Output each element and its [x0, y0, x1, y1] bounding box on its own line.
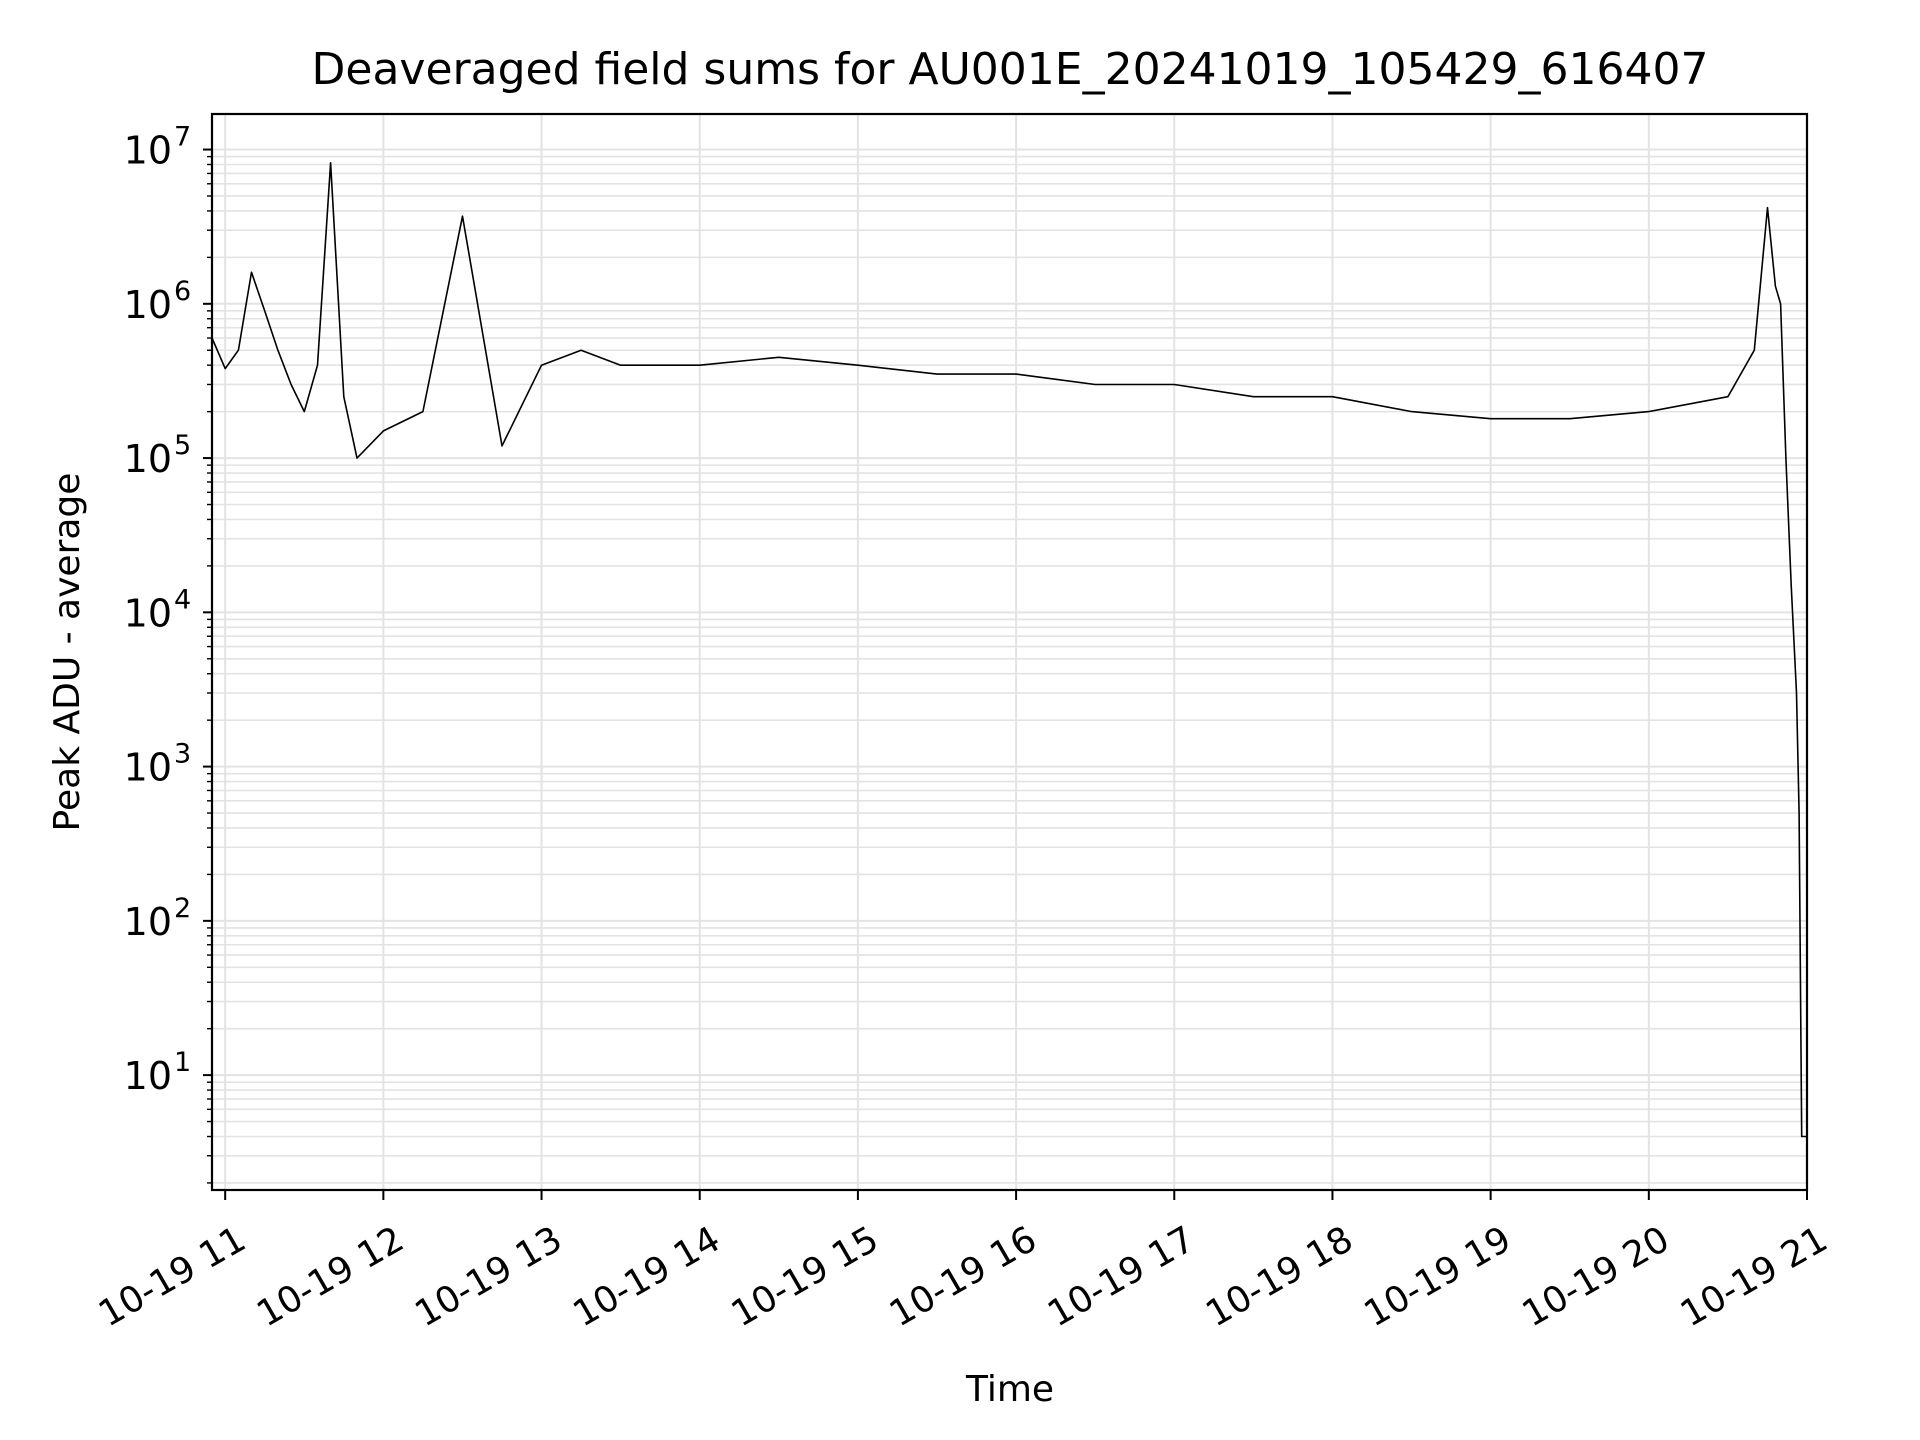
plot-frame	[210, 112, 1809, 1192]
traces	[211, 162, 1807, 1138]
y-tick-base: 10	[124, 129, 172, 173]
chart-title: Deaveraged field sums for AU001E_2024101…	[312, 44, 1709, 95]
y-tick-base: 10	[124, 1054, 172, 1098]
y-tick-base: 10	[124, 591, 172, 635]
y-tick-exponent: 4	[174, 584, 191, 615]
y-tick-label: 10 3	[124, 739, 192, 790]
x-axis-label: Time	[965, 1369, 1054, 1410]
y-tick-exponent: 3	[174, 739, 191, 770]
y-tick-base: 10	[124, 437, 172, 481]
y-tick-exponent: 6	[174, 276, 191, 307]
y-tick-base: 10	[124, 283, 172, 327]
y-tick-base: 10	[124, 746, 172, 790]
y-tick-label: 10 1	[124, 1047, 192, 1098]
series-line	[211, 162, 1807, 1138]
y-tick-label: 10 2	[124, 893, 192, 944]
y-tick-exponent: 5	[174, 430, 191, 461]
grid	[212, 114, 1808, 1190]
y-tick-label: 10 7	[124, 122, 192, 173]
y-tick-exponent: 2	[174, 893, 191, 924]
y-tick-exponent: 1	[174, 1047, 191, 1078]
y-tick-label: 10 5	[124, 430, 192, 481]
y-tick-exponent: 7	[174, 122, 191, 153]
y-tick-label: 10 4	[124, 584, 192, 635]
y-tick-base: 10	[124, 900, 172, 944]
y-axis-label: Peak ADU - average	[47, 473, 88, 832]
y-tick-label: 10 6	[124, 276, 192, 327]
